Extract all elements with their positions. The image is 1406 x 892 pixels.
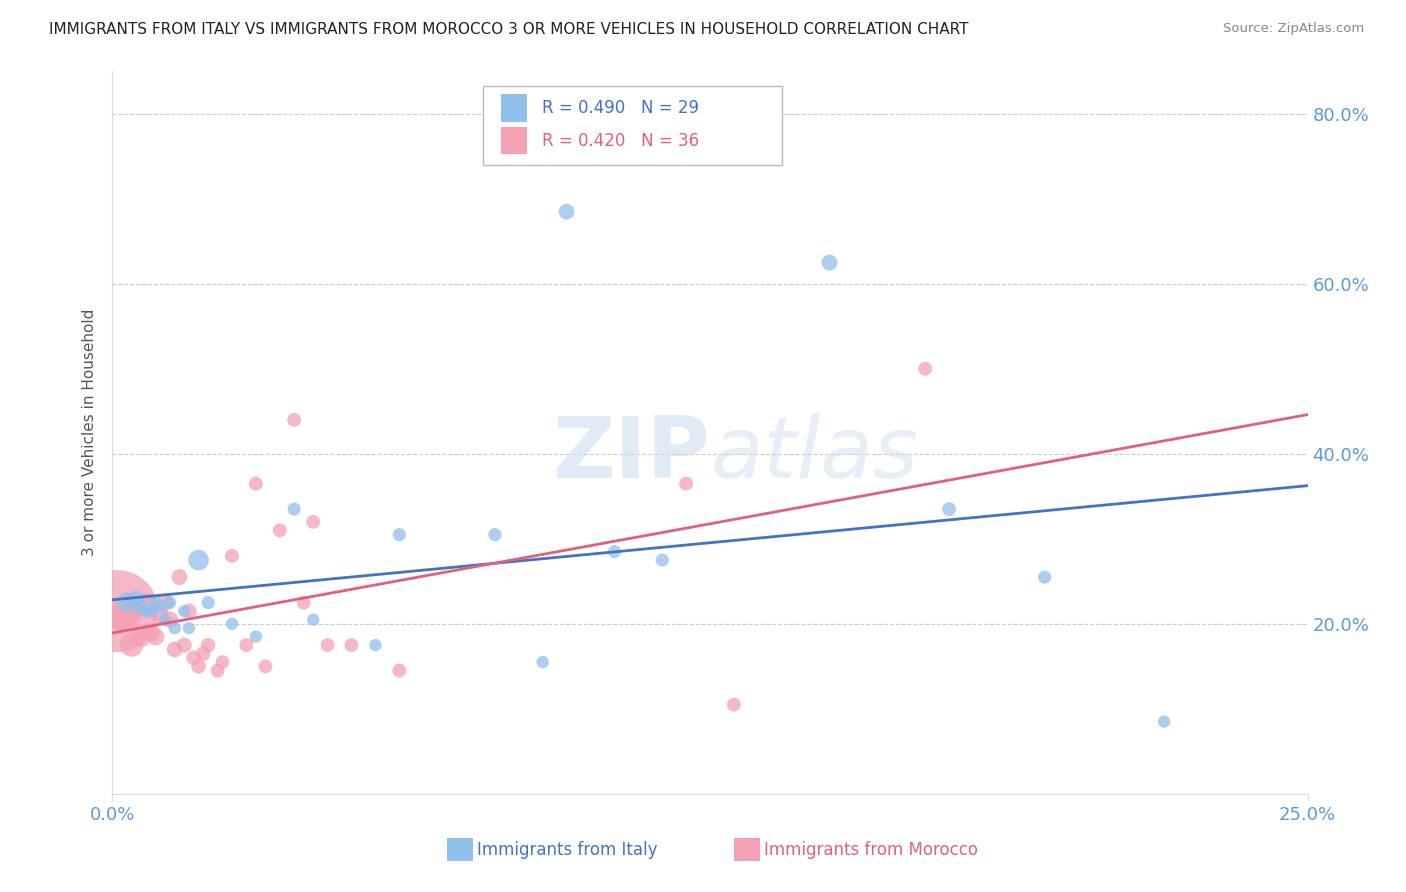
- Text: R = 0.490   N = 29: R = 0.490 N = 29: [541, 99, 699, 117]
- Point: [139, 625, 162, 640]
- Point: [235, 638, 257, 652]
- FancyBboxPatch shape: [484, 86, 782, 165]
- Text: atlas: atlas: [710, 413, 918, 496]
- Point: [364, 638, 387, 652]
- Point: [159, 613, 181, 627]
- Point: [169, 570, 191, 584]
- Point: [173, 638, 195, 652]
- Point: [340, 638, 363, 652]
- Point: [159, 596, 181, 610]
- Point: [388, 664, 411, 678]
- Text: ZIP: ZIP: [553, 413, 710, 496]
- Point: [187, 553, 209, 567]
- FancyBboxPatch shape: [447, 838, 474, 861]
- Y-axis label: 3 or more Vehicles in Household: 3 or more Vehicles in Household: [82, 309, 97, 557]
- Point: [115, 613, 138, 627]
- Point: [302, 515, 325, 529]
- Point: [1153, 714, 1175, 729]
- Text: Source: ZipAtlas.com: Source: ZipAtlas.com: [1223, 22, 1364, 36]
- FancyBboxPatch shape: [501, 127, 527, 154]
- Point: [153, 613, 176, 627]
- Point: [302, 613, 325, 627]
- Text: Immigrants from Italy: Immigrants from Italy: [477, 840, 658, 858]
- Point: [173, 604, 195, 618]
- Point: [316, 638, 339, 652]
- Point: [531, 655, 554, 669]
- Text: Immigrants from Morocco: Immigrants from Morocco: [763, 840, 977, 858]
- Point: [145, 630, 167, 644]
- Point: [125, 599, 148, 614]
- Point: [675, 476, 697, 491]
- Point: [603, 544, 626, 558]
- Point: [211, 655, 233, 669]
- Point: [183, 651, 205, 665]
- Point: [651, 553, 673, 567]
- Point: [245, 476, 267, 491]
- Point: [197, 596, 219, 610]
- Point: [105, 604, 128, 618]
- Text: R = 0.420   N = 36: R = 0.420 N = 36: [541, 132, 699, 150]
- Point: [163, 642, 186, 657]
- Point: [139, 604, 162, 618]
- Point: [145, 596, 167, 610]
- Point: [938, 502, 960, 516]
- Point: [283, 413, 305, 427]
- Point: [197, 638, 219, 652]
- Point: [163, 621, 186, 635]
- Point: [723, 698, 745, 712]
- Point: [177, 604, 200, 618]
- Point: [193, 647, 215, 661]
- Point: [177, 621, 200, 635]
- Point: [555, 204, 578, 219]
- Point: [111, 608, 134, 623]
- Point: [245, 630, 267, 644]
- FancyBboxPatch shape: [501, 95, 527, 122]
- Point: [149, 608, 172, 623]
- Point: [115, 596, 138, 610]
- FancyBboxPatch shape: [734, 838, 761, 861]
- Text: IMMIGRANTS FROM ITALY VS IMMIGRANTS FROM MOROCCO 3 OR MORE VEHICLES IN HOUSEHOLD: IMMIGRANTS FROM ITALY VS IMMIGRANTS FROM…: [49, 22, 969, 37]
- Point: [283, 502, 305, 516]
- Point: [129, 599, 152, 614]
- Point: [1033, 570, 1056, 584]
- Point: [221, 616, 243, 631]
- Point: [292, 596, 315, 610]
- Point: [153, 596, 176, 610]
- Point: [129, 630, 152, 644]
- Point: [207, 664, 229, 678]
- Point: [149, 599, 172, 614]
- Point: [221, 549, 243, 563]
- Point: [484, 527, 506, 541]
- Point: [914, 362, 936, 376]
- Point: [254, 659, 277, 673]
- Point: [269, 524, 291, 538]
- Point: [135, 604, 157, 618]
- Point: [125, 591, 148, 606]
- Point: [121, 638, 143, 652]
- Point: [135, 596, 157, 610]
- Point: [818, 255, 841, 269]
- Point: [187, 659, 209, 673]
- Point: [388, 527, 411, 541]
